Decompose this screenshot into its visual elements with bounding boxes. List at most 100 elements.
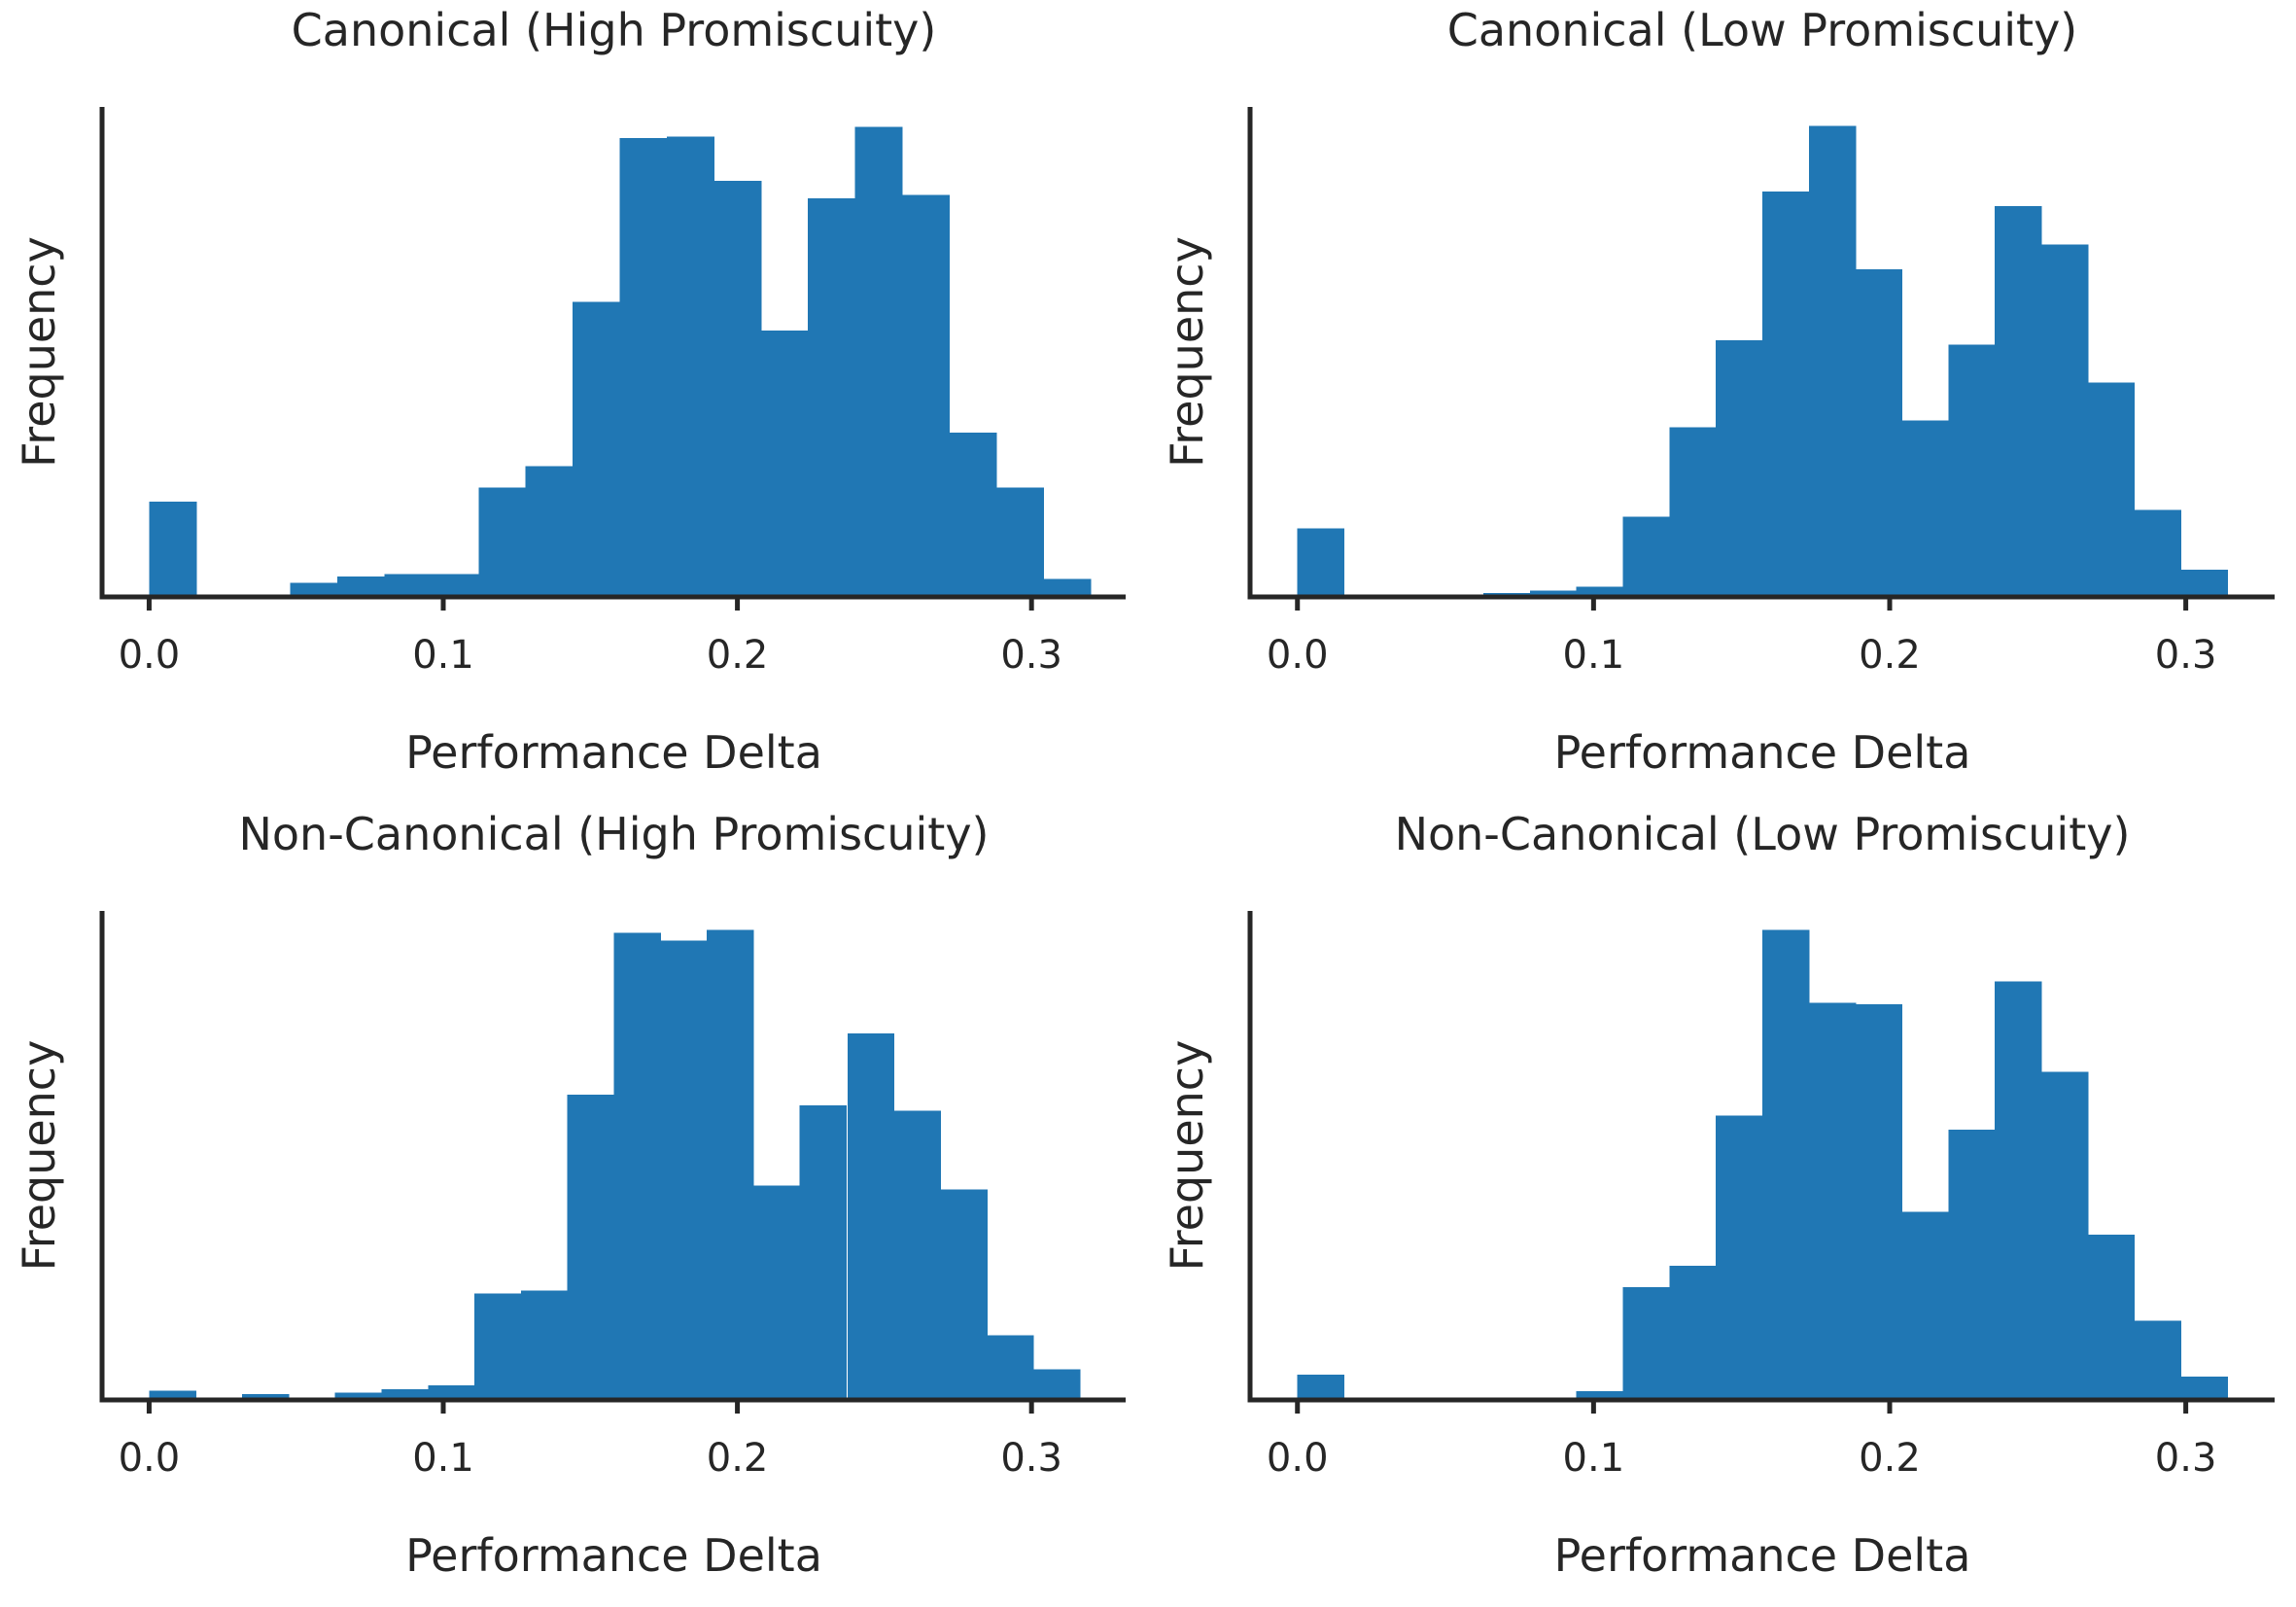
histogram-bar — [1576, 1390, 1624, 1400]
histogram-bar — [520, 1290, 569, 1400]
histogram-bars — [149, 126, 1092, 597]
histogram-bar — [2087, 1235, 2136, 1400]
x-tick-label: 0.3 — [2155, 1436, 2217, 1481]
y-axis-label: Frequency — [1161, 1040, 1213, 1272]
histogram-bar — [2180, 569, 2228, 597]
histogram-bar — [1576, 586, 1624, 597]
x-tick-label: 0.0 — [1267, 633, 1329, 678]
x-tick-label: 0.2 — [707, 1436, 769, 1481]
histogram-panel-4: 0.0 0.1 0.2 0.3 Non-Canonical (Low Promiscui… — [1161, 808, 2275, 1582]
histogram-bar — [666, 136, 714, 597]
histogram-bar — [893, 1110, 941, 1400]
histogram-bar — [2134, 1320, 2182, 1400]
histogram-bar — [1901, 420, 1949, 597]
panel-title: Canonical (Low Promiscuity) — [1447, 4, 2078, 56]
histogram-bar — [613, 932, 661, 1400]
histogram-bar — [334, 1392, 383, 1400]
histogram-bar — [2040, 1071, 2089, 1400]
histogram-bar — [847, 1033, 895, 1400]
histogram-bar — [1716, 339, 1763, 597]
y-axis-label: Frequency — [1161, 236, 1213, 468]
panel-title: Canonical (High Promiscuity) — [292, 4, 937, 56]
x-axis-label: Performance Delta — [405, 726, 822, 779]
histogram-bar — [707, 929, 754, 1400]
panel-title: Non-Canonical (Low Promiscuity) — [1395, 808, 2131, 860]
histogram-bar — [1622, 516, 1670, 597]
histogram-bar — [525, 466, 574, 597]
histogram-bar — [1995, 205, 2042, 597]
histogram-bar — [337, 576, 386, 597]
histogram-bar — [384, 574, 433, 597]
histogram-bar — [987, 1335, 1034, 1400]
histogram-bar — [573, 301, 621, 597]
histogram-bar — [478, 487, 527, 597]
histogram-bar — [2087, 382, 2136, 597]
histogram-bar — [2180, 1376, 2228, 1400]
histogram-bar — [619, 137, 668, 597]
histogram-bar — [1032, 1369, 1081, 1400]
x-tick-label: 0.3 — [1000, 1436, 1062, 1481]
histogram-bars — [1297, 125, 2228, 597]
x-tick-label: 0.2 — [707, 633, 769, 678]
histogram-bar — [808, 197, 856, 597]
histogram-bar — [995, 487, 1044, 597]
histogram-bars — [1297, 929, 2228, 1400]
x-tick-label: 0.0 — [119, 1436, 181, 1481]
histogram-bar — [428, 1385, 475, 1400]
histogram-bar — [1762, 192, 1810, 597]
histogram-bar — [2134, 509, 2182, 597]
histogram-bar — [149, 1390, 196, 1400]
histogram-bar — [1716, 1115, 1763, 1400]
histogram-bar — [660, 940, 708, 1400]
histogram-bar — [854, 126, 903, 597]
histogram-bar — [1808, 1002, 1857, 1400]
histogram-bar — [940, 1189, 988, 1400]
x-axis-label: Performance Delta — [405, 1529, 822, 1582]
x-tick-label: 0.2 — [1859, 633, 1921, 678]
y-axis-label: Frequency — [13, 236, 65, 468]
histogram-bar — [1043, 578, 1092, 597]
histogram-bar — [290, 582, 338, 597]
histogram-bar — [1948, 344, 1996, 597]
x-tick-label: 0.1 — [1563, 1436, 1625, 1481]
x-axis-label: Performance Delta — [1554, 726, 1971, 779]
histogram-bar — [1901, 1211, 1949, 1400]
histogram-bar — [713, 180, 762, 597]
y-axis-label: Frequency — [13, 1040, 65, 1272]
histogram-bar — [381, 1388, 429, 1400]
x-tick-label: 0.1 — [412, 633, 474, 678]
histogram-bar — [902, 194, 951, 597]
histogram-bar — [1297, 528, 1345, 597]
histogram-bar — [474, 1293, 522, 1400]
histogram-bar — [1669, 427, 1717, 597]
x-tick-label: 0.3 — [2155, 633, 2217, 678]
histogram-bar — [149, 502, 197, 597]
histogram-bar — [1529, 590, 1578, 597]
histogram-bar — [799, 1105, 848, 1400]
histogram-bar — [1297, 1374, 1345, 1400]
histogram-bar — [1855, 269, 1903, 597]
histogram-bar — [567, 1095, 615, 1400]
histogram-bar — [2040, 244, 2089, 597]
histogram-bar — [1995, 981, 2042, 1400]
histogram-bar — [752, 1185, 801, 1400]
histogram-bar — [760, 330, 809, 597]
histogram-bar — [242, 1394, 290, 1400]
histogram-panel-1: 0.0 0.1 0.2 0.3 Canonical (High Promiscuity)… — [13, 4, 1126, 779]
histogram-bar — [431, 574, 479, 597]
histogram-bar — [1808, 125, 1857, 597]
histogram-panel-2: 0.0 0.1 0.2 0.3 Canonical (Low Promiscuity) P… — [1161, 4, 2275, 779]
histogram-panel-3: 0.0 0.1 0.2 0.3 Non-Canonical (High Promiscu… — [13, 808, 1126, 1582]
x-axis-label: Performance Delta — [1554, 1529, 1971, 1582]
x-tick-label: 0.0 — [119, 633, 181, 678]
histogram-bar — [1948, 1129, 1996, 1400]
x-tick-label: 0.1 — [1563, 633, 1625, 678]
x-tick-label: 0.3 — [1000, 633, 1062, 678]
x-tick-label: 0.1 — [412, 1436, 474, 1481]
histogram-bar — [949, 433, 997, 597]
histogram-bars — [149, 929, 1081, 1400]
x-tick-label: 0.2 — [1859, 1436, 1921, 1481]
histogram-bar — [1622, 1286, 1670, 1400]
x-tick-label: 0.0 — [1267, 1436, 1329, 1481]
